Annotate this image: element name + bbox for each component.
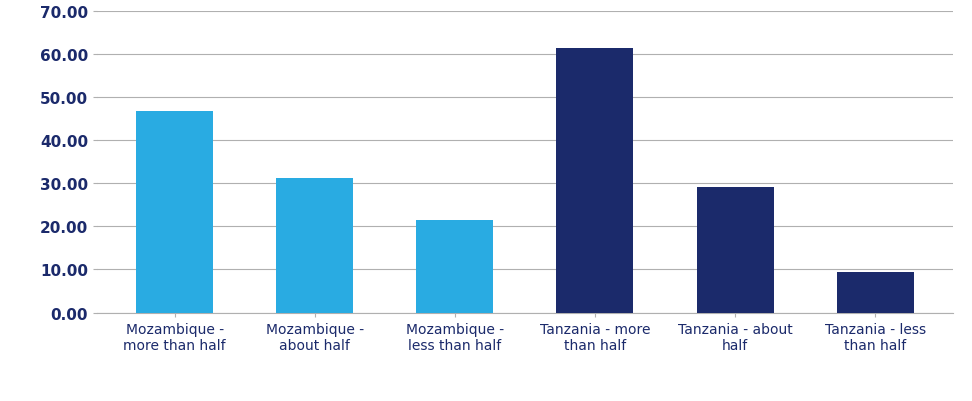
Bar (416, 221, 494, 313)
Bar (556, 49, 634, 313)
Bar (136, 112, 213, 313)
Bar (697, 187, 774, 313)
Bar (837, 272, 914, 313)
Bar (276, 179, 353, 313)
